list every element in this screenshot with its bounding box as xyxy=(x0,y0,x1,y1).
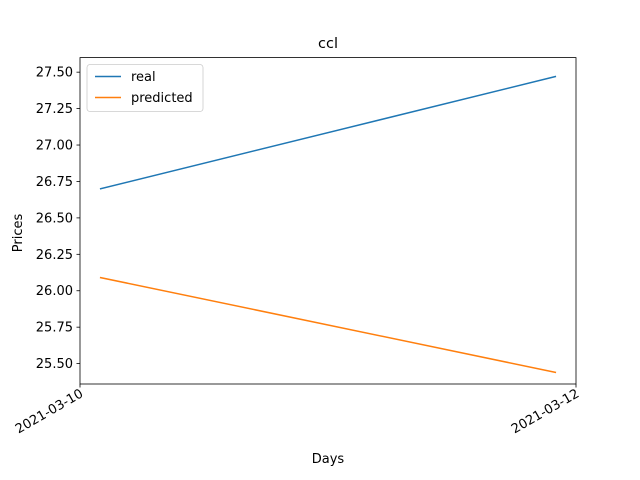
y-tick-label: 27.00 xyxy=(36,139,73,154)
x-axis-label: Days xyxy=(312,452,345,467)
y-tick-label: 25.50 xyxy=(36,357,73,372)
y-tick-label: 26.50 xyxy=(36,211,73,226)
series-layer xyxy=(99,75,557,374)
y-tick-label: 27.25 xyxy=(36,102,73,117)
y-tick-label: 26.25 xyxy=(36,248,73,263)
series-line-predicted xyxy=(99,276,557,374)
plot-frame xyxy=(79,57,577,385)
legend-label-real: real xyxy=(131,70,156,85)
series-line-real xyxy=(99,75,557,190)
y-tick-label: 27.50 xyxy=(36,66,73,81)
plot-area xyxy=(79,57,577,385)
legend-label-predicted: predicted xyxy=(131,91,193,106)
y-axis-label: Prices xyxy=(11,214,26,253)
y-tick-label: 26.75 xyxy=(36,175,73,190)
y-tick-label: 26.00 xyxy=(36,284,73,299)
legend: real predicted xyxy=(86,64,204,112)
chart-title: ccl xyxy=(318,36,338,52)
y-axis: 25.50 25.75 26.00 26.25 26.50 26.75 27.00 27.25… xyxy=(36,66,80,372)
y-tick-label: 25.75 xyxy=(36,321,73,336)
